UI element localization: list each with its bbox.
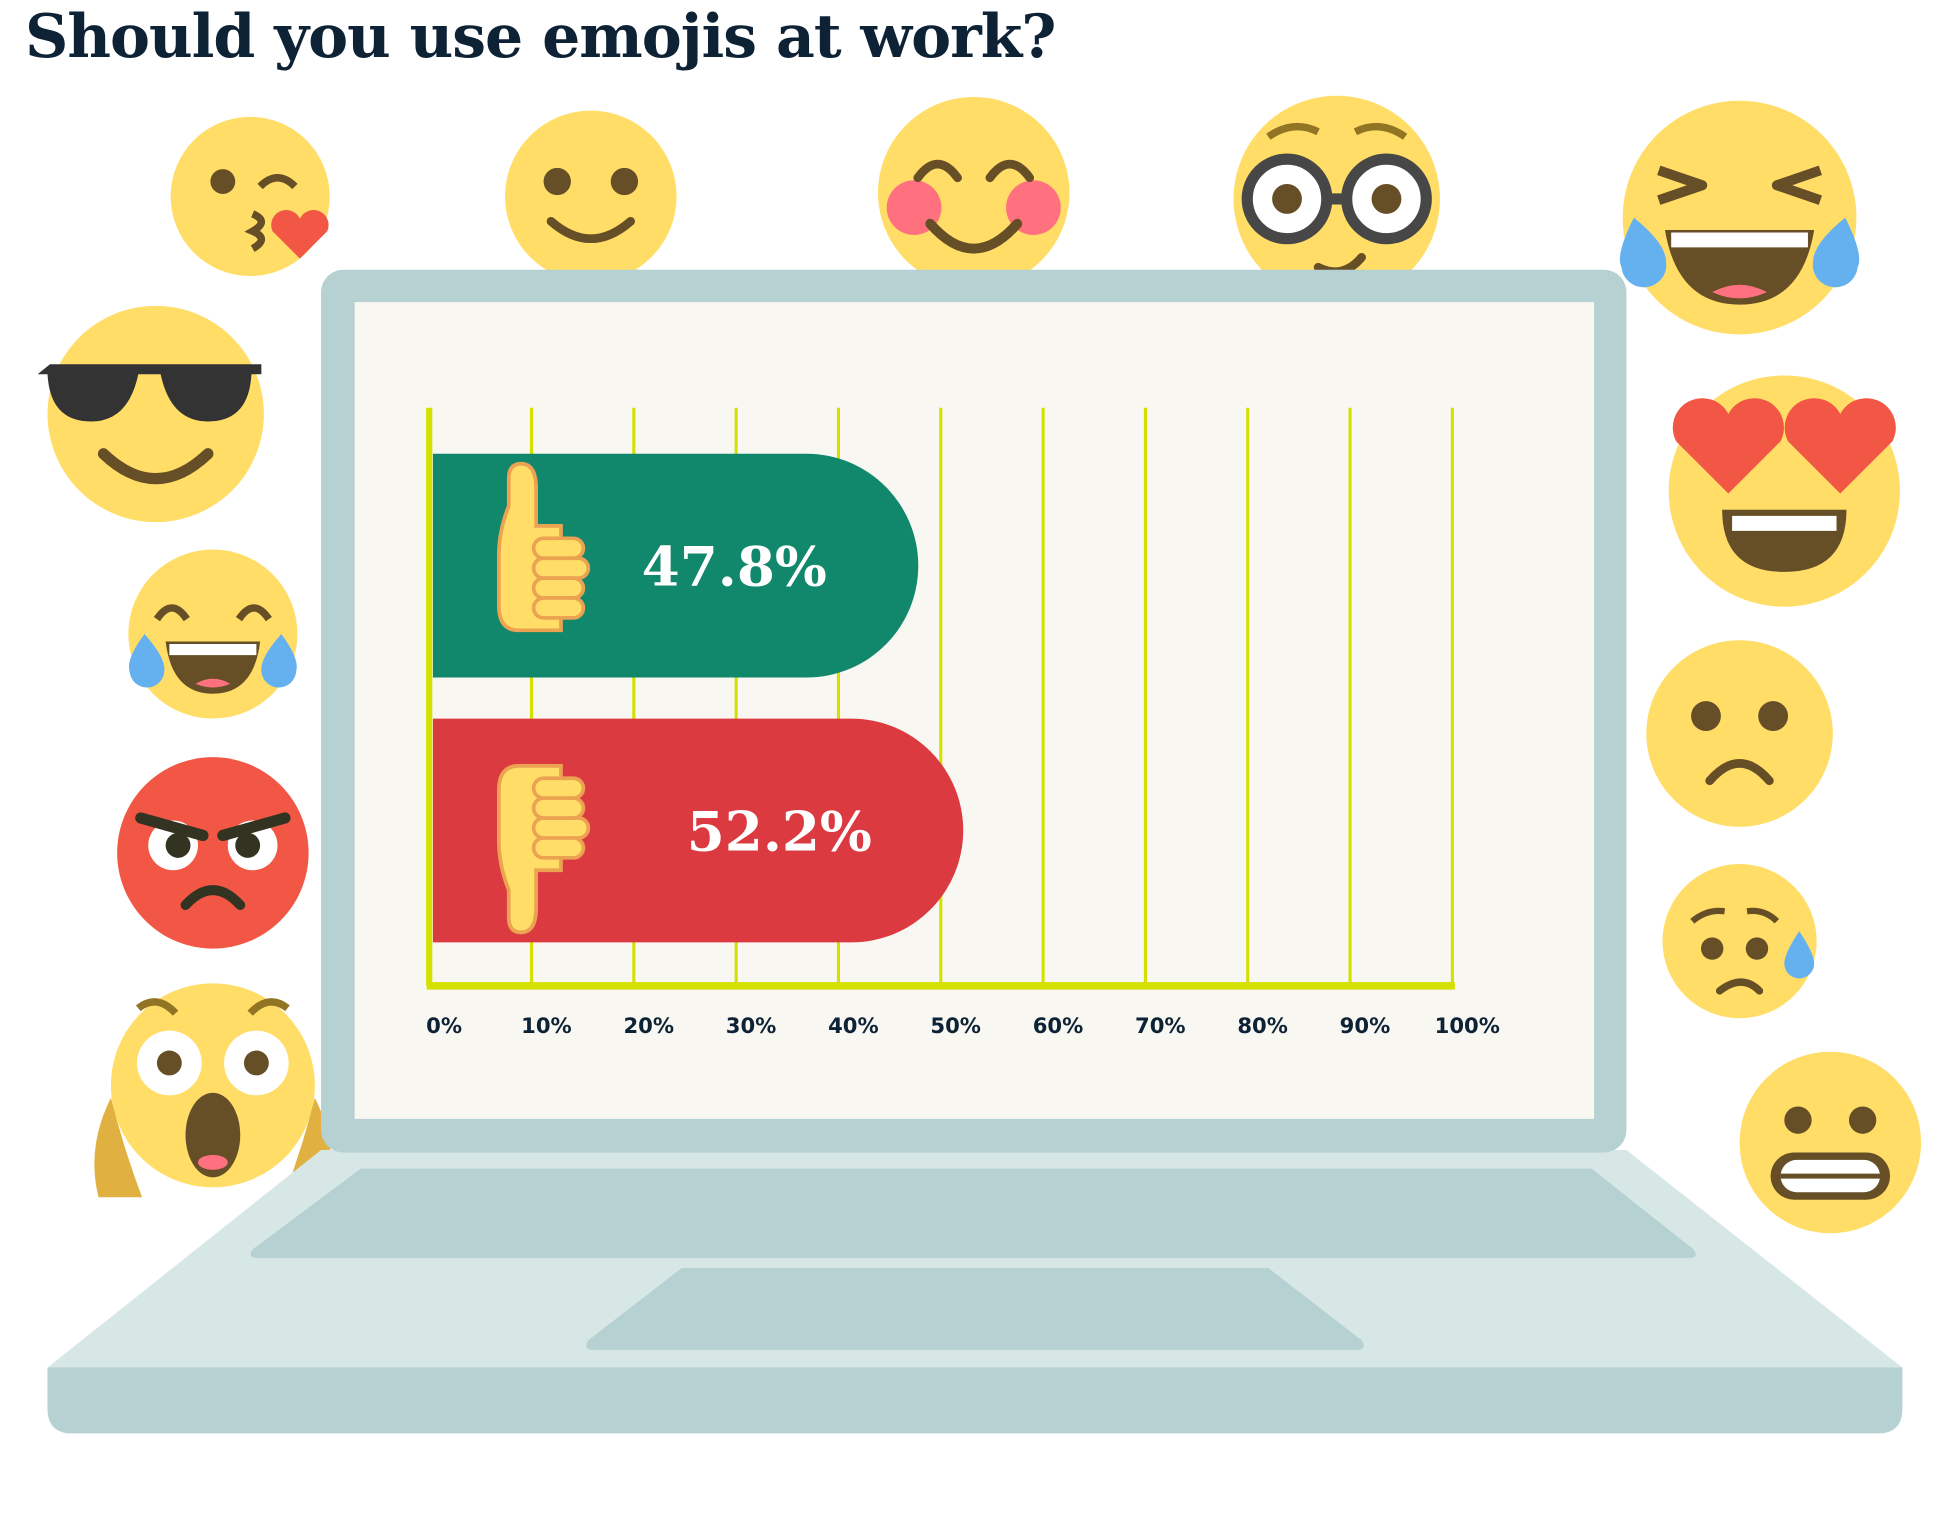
nerd-glasses-emoji	[1233, 95, 1440, 303]
scream-emoji	[94, 983, 332, 1198]
laptop-screen	[354, 302, 1595, 1119]
emoji-decorations	[37, 95, 1922, 1234]
x-tick-label: 40%	[828, 1013, 879, 1038]
x-tick-label: 20%	[623, 1013, 674, 1038]
laughing-tears-emoji	[128, 549, 298, 719]
keyboard-area	[250, 1168, 1696, 1259]
x-tick-label: 10%	[521, 1013, 572, 1038]
thumbs-down-icon	[496, 763, 591, 935]
laptop	[47, 269, 1903, 1434]
x-tick-label: 70%	[1135, 1013, 1186, 1038]
smile-emoji	[505, 110, 677, 283]
x-tick-label: 100%	[1435, 1013, 1500, 1038]
grimace-emoji	[1739, 1051, 1922, 1234]
sunglasses-emoji	[37, 305, 264, 523]
bar-chart: 47.8% 52.2% 0% 10% 20% 30% 40% 50% 60% 70% 80% 90%…	[426, 407, 1500, 1038]
trackpad	[586, 1268, 1364, 1351]
x-tick-label: 0%	[426, 1013, 462, 1038]
angry-emoji	[117, 757, 309, 949]
x-tick-label: 90%	[1340, 1013, 1391, 1038]
bar-value-label: 47.8%	[642, 535, 827, 599]
blush-emoji	[878, 96, 1070, 289]
bar-thumbs-down	[432, 718, 964, 943]
x-tick-label: 50%	[930, 1013, 981, 1038]
x-tick-label: 80%	[1237, 1013, 1288, 1038]
kissing-heart-emoji	[170, 116, 330, 276]
page-title: Should you use emojis at work?	[25, 2, 1056, 72]
x-tick-label: 30%	[726, 1013, 777, 1038]
frown-emoji	[1646, 640, 1833, 827]
worried-sweat-emoji	[1662, 864, 1817, 1019]
heart-eyes-emoji	[1668, 375, 1900, 607]
bar-value-label: 52.2%	[687, 799, 872, 863]
thumbs-up-icon	[496, 461, 591, 633]
x-tick-label: 60%	[1033, 1013, 1084, 1038]
laptop-base-front	[47, 1367, 1903, 1434]
tears-of-joy-emoji	[1619, 100, 1860, 335]
